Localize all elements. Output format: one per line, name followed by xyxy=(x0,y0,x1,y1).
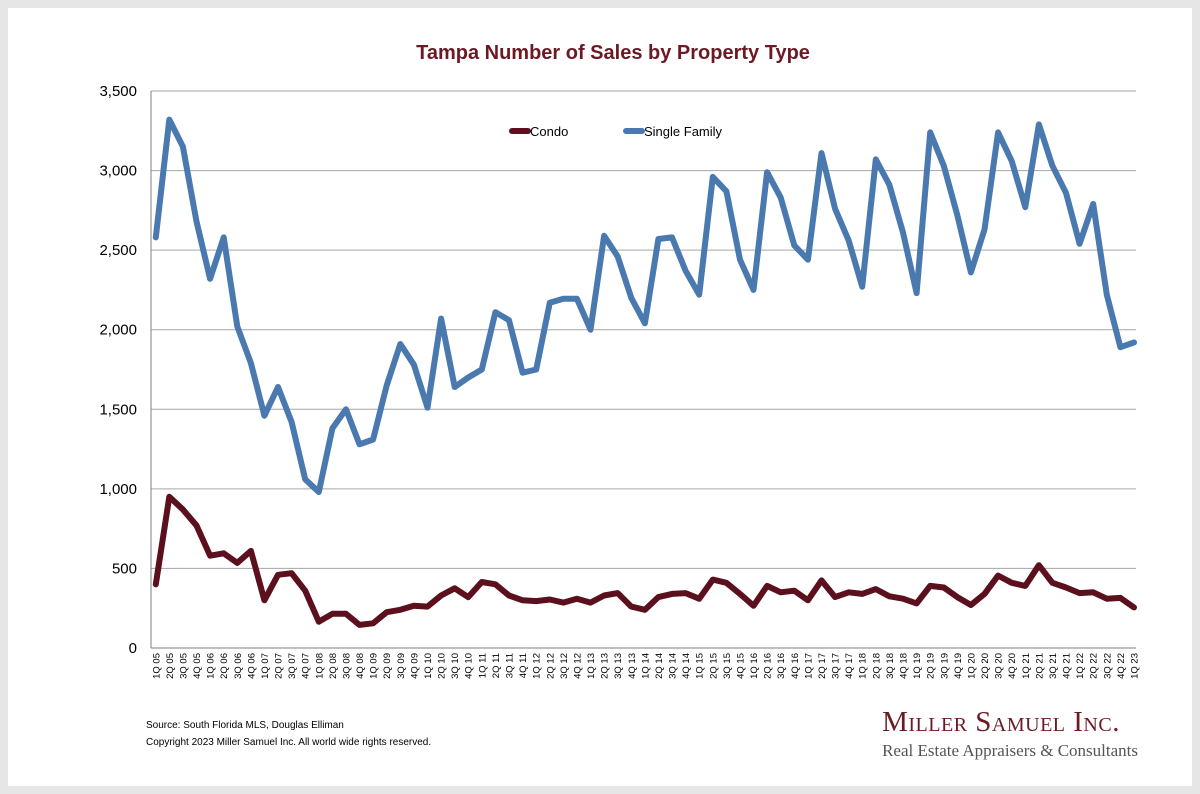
x-tick-label: 2Q 09 xyxy=(382,653,393,679)
gridlines xyxy=(150,90,1136,649)
x-tick-label: 1Q 16 xyxy=(749,653,760,679)
x-axis-ticks: 1Q 05 2Q 05 3Q 05 4Q 05 1Q 06 2Q 06 3Q 06 4Q 06… xyxy=(151,653,1140,679)
x-tick-label: 1Q 10 xyxy=(423,653,434,679)
x-tick-label: 4Q 19 xyxy=(953,653,964,679)
x-tick-label: 1Q 13 xyxy=(586,653,597,679)
x-tick-label: 2Q 15 xyxy=(708,653,719,679)
x-tick-label: 3Q 14 xyxy=(668,653,679,679)
x-tick-label: 3Q 16 xyxy=(776,653,787,679)
x-tick-label: 3Q 17 xyxy=(831,653,842,679)
series-line-condo xyxy=(152,493,1137,628)
x-tick-label: 1Q 23 xyxy=(1129,653,1140,679)
x-tick-label: 2Q 22 xyxy=(1089,653,1100,679)
x-tick-label: 2Q 20 xyxy=(980,653,991,679)
x-tick-label: 4Q 22 xyxy=(1116,653,1127,679)
x-tick-label: 3Q 15 xyxy=(722,653,733,679)
x-tick-label: 1Q 05 xyxy=(151,653,162,679)
x-tick-label: 2Q 12 xyxy=(545,653,556,679)
company-logo: Miller Samuel Inc. Real Estate Appraiser… xyxy=(882,706,1138,762)
x-tick-label: 2Q 11 xyxy=(491,653,502,678)
x-tick-label: 4Q 20 xyxy=(1007,653,1018,679)
x-tick-label: 1Q 20 xyxy=(966,653,977,679)
x-tick-label: 2Q 07 xyxy=(274,653,285,679)
x-tick-label: 1Q 11 xyxy=(477,653,488,678)
x-tick-label: 4Q 18 xyxy=(898,653,909,679)
x-tick-label: 3Q 09 xyxy=(396,653,407,679)
x-tick-label: 4Q 17 xyxy=(844,653,855,679)
x-tick-label: 1Q 07 xyxy=(260,653,271,679)
x-tick-label: 3Q 08 xyxy=(341,653,352,679)
series-lines xyxy=(152,116,1137,628)
x-tick-label: 3Q 11 xyxy=(504,653,515,678)
source-text: Source: South Florida MLS, Douglas Ellim… xyxy=(146,720,344,731)
x-tick-label: 2Q 21 xyxy=(1034,653,1045,679)
x-tick-label: 4Q 08 xyxy=(355,653,366,679)
x-tick-label: 4Q 21 xyxy=(1062,653,1073,679)
x-tick-label: 2Q 14 xyxy=(654,653,665,679)
y-tick-label: 2,500 xyxy=(99,242,137,259)
x-tick-label: 3Q 07 xyxy=(287,653,298,679)
x-tick-label: 4Q 05 xyxy=(192,653,203,679)
x-tick-label: 4Q 14 xyxy=(681,653,692,679)
x-tick-label: 1Q 15 xyxy=(695,653,706,679)
x-tick-label: 4Q 13 xyxy=(627,653,638,679)
x-tick-label: 4Q 12 xyxy=(572,653,583,679)
x-tick-label: 2Q 10 xyxy=(437,653,448,679)
x-tick-label: 3Q 18 xyxy=(885,653,896,679)
y-tick-label: 0 xyxy=(129,640,137,657)
legend-label: Condo xyxy=(530,124,568,139)
x-tick-label: 2Q 13 xyxy=(600,653,611,679)
x-tick-label: 4Q 16 xyxy=(790,653,801,679)
x-tick-label: 1Q 14 xyxy=(640,653,651,679)
x-tick-label: 2Q 08 xyxy=(328,653,339,679)
chart-title: Tampa Number of Sales by Property Type xyxy=(416,42,810,64)
x-tick-label: 3Q 20 xyxy=(994,653,1005,679)
x-tick-label: 3Q 21 xyxy=(1048,653,1059,679)
x-tick-label: 2Q 17 xyxy=(817,653,828,679)
x-tick-label: 3Q 13 xyxy=(613,653,624,679)
x-tick-label: 3Q 05 xyxy=(178,653,189,679)
x-tick-label: 4Q 07 xyxy=(301,653,312,679)
footer-source: Source: South Florida MLS, Douglas Ellim… xyxy=(146,717,431,751)
y-tick-label: 1,500 xyxy=(99,401,137,418)
copyright-text: Copyright 2023 Miller Samuel Inc. All wo… xyxy=(146,737,432,748)
logo-tagline: Real Estate Appraisers & Consultants xyxy=(882,741,1138,760)
x-tick-label: 4Q 11 xyxy=(518,653,529,678)
x-tick-label: 1Q 06 xyxy=(206,653,217,679)
x-tick-label: 2Q 18 xyxy=(871,653,882,679)
y-tick-label: 1,000 xyxy=(99,481,137,498)
x-tick-label: 4Q 15 xyxy=(735,653,746,679)
logo-name: Miller Samuel Inc. xyxy=(882,706,1120,738)
x-tick-label: 2Q 19 xyxy=(926,653,937,679)
legend-label: Single Family xyxy=(644,124,723,139)
y-tick-label: 3,000 xyxy=(99,163,137,180)
x-tick-label: 1Q 21 xyxy=(1021,653,1032,679)
x-tick-label: 2Q 05 xyxy=(165,653,176,679)
x-tick-label: 4Q 09 xyxy=(409,653,420,679)
legend: Condo Single Family xyxy=(509,124,723,139)
x-tick-label: 2Q 06 xyxy=(219,653,230,679)
x-tick-label: 3Q 10 xyxy=(450,653,461,679)
x-tick-label: 1Q 18 xyxy=(858,653,869,679)
y-axis-ticks: 0 500 1,000 1,500 2,000 2,500 3,000 3,500 xyxy=(99,83,137,657)
x-tick-label: 3Q 12 xyxy=(559,653,570,679)
x-tick-label: 3Q 22 xyxy=(1102,653,1113,679)
series-line-single-family xyxy=(152,116,1137,495)
y-tick-label: 3,500 xyxy=(99,83,137,100)
y-tick-label: 2,000 xyxy=(99,322,137,339)
x-tick-label: 1Q 08 xyxy=(314,653,325,679)
x-tick-label: 1Q 09 xyxy=(369,653,380,679)
x-tick-label: 3Q 19 xyxy=(939,653,950,679)
x-tick-label: 3Q 06 xyxy=(233,653,244,679)
y-tick-label: 500 xyxy=(112,560,137,577)
x-tick-label: 1Q 17 xyxy=(803,653,814,679)
x-tick-label: 4Q 10 xyxy=(464,653,475,679)
x-tick-label: 2Q 16 xyxy=(763,653,774,679)
x-tick-label: 1Q 22 xyxy=(1075,653,1086,679)
x-tick-label: 1Q 12 xyxy=(532,653,543,679)
x-tick-label: 1Q 19 xyxy=(912,653,923,679)
x-tick-label: 4Q 06 xyxy=(246,653,257,679)
